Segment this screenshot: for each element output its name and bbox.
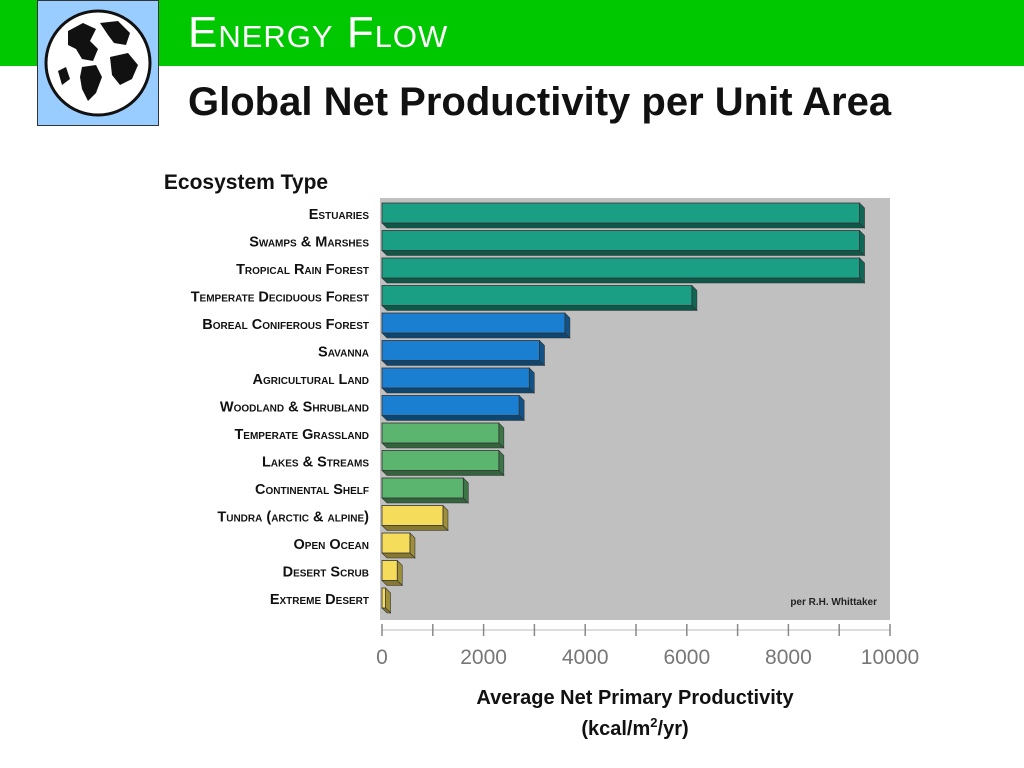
x-tick-label: 10000 [861,646,919,669]
category-label: Swamps & Marshes [249,235,369,251]
x-tick-label: 6000 [663,646,710,669]
x-axis-label-unit-sup: 2 [650,715,657,730]
bar [381,312,566,334]
slide-subtitle: Global Net Productivity per Unit Area [188,80,892,124]
bar [381,450,500,471]
bar [381,230,860,251]
bar-bottom [381,250,866,256]
bar [381,505,444,526]
bar [381,340,540,361]
x-axis-label-unit-pre: (kcal/m [581,718,650,740]
category-label: Lakes & Streams [262,455,369,471]
bar-bottom [381,552,416,559]
category-label: Boreal Coniferous Forest [202,317,369,333]
bar [381,367,530,389]
bar-bottom [381,332,571,339]
bar [381,285,693,306]
category-label: Desert Scrub [283,565,369,581]
bar-bottom [381,525,449,531]
bar-bottom [381,387,536,394]
category-label: Temperate Grassland [234,427,369,443]
category-label: Agricultural Land [253,372,370,388]
bar [381,257,860,279]
bar [381,532,411,554]
category-axis-title: Ecosystem Type [164,171,328,194]
bar [381,395,520,416]
x-tick-label: 8000 [765,646,812,669]
bar [381,560,398,581]
category-label: Open Ocean [294,537,369,553]
source-annotation: per R.H. Whittaker [790,597,877,608]
logo [37,0,159,126]
category-label: Tundra (arctic & alpine) [217,510,369,526]
bar-bottom [381,470,505,476]
category-label: Temperate Deciduous Forest [191,290,369,306]
globe-icon [44,9,152,117]
bar-bottom [381,277,866,284]
x-tick-label: 4000 [562,646,609,669]
bar [381,422,500,444]
header-bar [0,0,1024,66]
x-axis-label-line2: (kcal/m2/yr) [581,715,688,740]
bar-bottom [381,305,698,311]
bar [381,587,386,609]
bar-bottom [381,360,546,366]
category-label: Woodland & Shrubland [220,400,369,416]
bar-bottom [381,415,525,421]
x-axis-label-unit-post: /yr) [658,718,689,740]
bar-bottom [381,222,866,229]
bar-bottom [381,442,505,449]
category-label: Continental Shelf [255,482,369,498]
bar-bottom [381,497,470,504]
x-tick-label: 0 [376,646,388,669]
category-label: Tropical Rain Forest [236,262,369,278]
slide-title: Energy Flow [188,8,449,57]
x-tick-label: 2000 [460,646,507,669]
bar [381,477,464,499]
bar [381,202,860,224]
category-label: Extreme Desert [270,592,369,608]
category-label: Estuaries [309,207,370,223]
category-label: Savanna [318,345,369,361]
x-axis-label-line1: Average Net Primary Productivity [476,687,794,709]
